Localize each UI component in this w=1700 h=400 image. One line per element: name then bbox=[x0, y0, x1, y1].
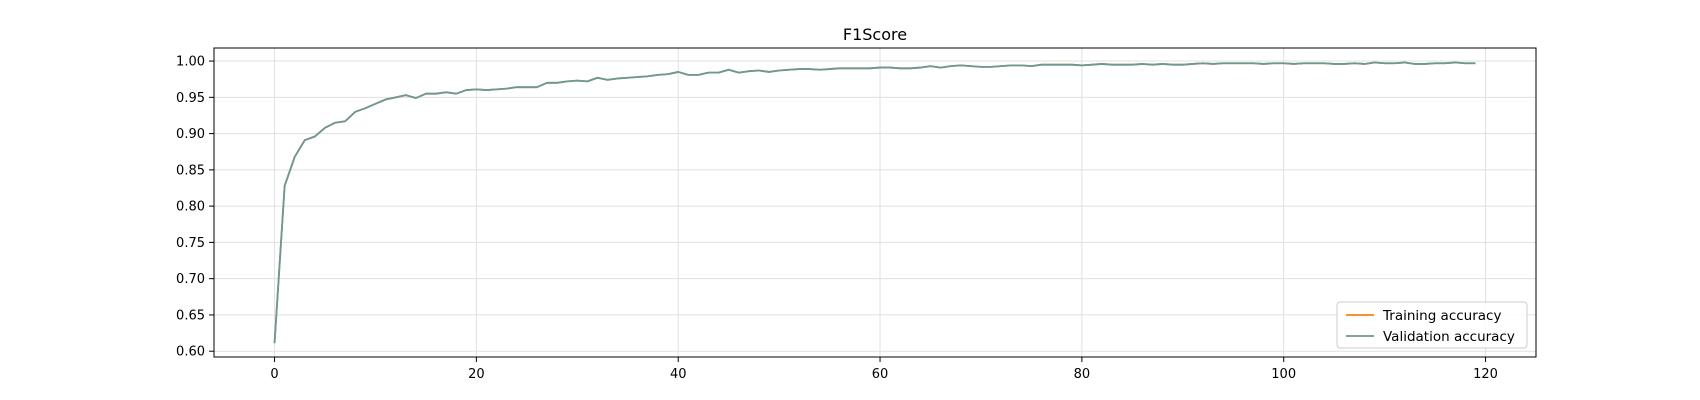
series-line-training-accuracy bbox=[273, 61, 1476, 344]
series-line-validation-accuracy bbox=[273, 61, 1476, 344]
chart-title: F1Score bbox=[843, 25, 907, 44]
x-tick-label: 40 bbox=[670, 367, 687, 382]
x-tick-label: 80 bbox=[1074, 367, 1091, 382]
axis-ticks: 0 20 40 60 80 100 120 0.60 0.65 0.70 0.75 0.80 0.85 0… bbox=[176, 55, 1498, 382]
legend-box bbox=[1336, 301, 1528, 349]
y-tick-label: 0.90 bbox=[176, 127, 205, 142]
x-tick-label: 0 bbox=[270, 367, 278, 382]
x-tick-label: 20 bbox=[468, 367, 485, 382]
x-tick-label: 120 bbox=[1473, 367, 1498, 382]
y-tick-label: 0.70 bbox=[176, 272, 205, 287]
y-tick-label: 0.85 bbox=[176, 163, 205, 178]
plot-area-frame bbox=[213, 47, 1537, 358]
legend-label: Validation accuracy bbox=[1383, 329, 1515, 345]
y-tick-label: 0.65 bbox=[176, 308, 205, 323]
series-lines bbox=[273, 61, 1476, 344]
grid-lines bbox=[214, 48, 1536, 357]
y-tick-label: 0.75 bbox=[176, 236, 205, 251]
y-tick-label: 1.00 bbox=[176, 55, 205, 70]
x-tick-label: 60 bbox=[872, 367, 889, 382]
legend: Training accuracy Validation accuracy bbox=[1336, 301, 1528, 349]
y-tick-label: 0.60 bbox=[176, 345, 205, 360]
x-tick-label: 100 bbox=[1271, 367, 1296, 382]
legend-label: Training accuracy bbox=[1382, 308, 1501, 324]
y-tick-label: 0.80 bbox=[176, 200, 205, 215]
y-tick-label: 0.95 bbox=[176, 91, 205, 106]
